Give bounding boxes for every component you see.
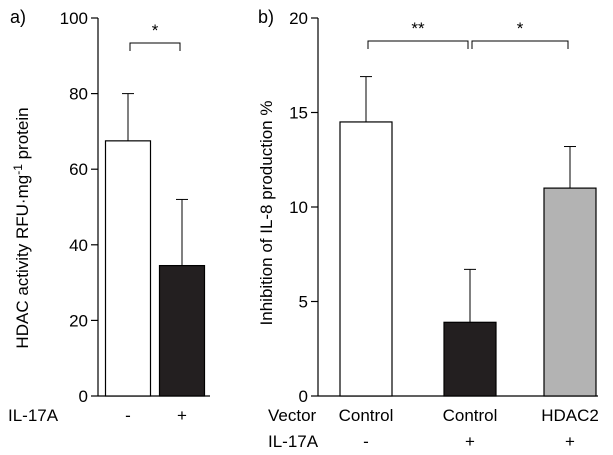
panel-a-y-tick-label: 100 [60, 9, 88, 28]
panel-a-y-tick-label: 40 [69, 236, 88, 255]
panel-b-significance-bracket [367, 40, 469, 49]
panel-b-significance-bracket [471, 40, 569, 49]
panel-b-chart: b) Inhibition of IL-8 production % 0 5 10 1… [257, 7, 599, 451]
panel-a-y-title-main: HDAC activity RFU·mg [13, 175, 32, 349]
panel-a-y-tick-label: 0 [79, 387, 88, 406]
panel-a-category-label: + [177, 406, 187, 425]
panel-a-significance-bracket [129, 42, 181, 51]
panel-b-category-label: + [565, 432, 575, 451]
panel-a-bar [158, 264, 206, 397]
panel-b-category-label: + [465, 432, 475, 451]
panel-b-label: b) [258, 7, 274, 27]
panel-b-row-label: Vector [268, 406, 317, 425]
panel-a-y-tick-label: 20 [69, 311, 88, 330]
panel-a-y-axis-title: HDAC activity RFU·mg-1 protein [11, 107, 32, 348]
panel-b-row-label: IL-17A [268, 432, 319, 451]
panel-b-y-tick-label: 5 [299, 293, 308, 312]
panel-b-category-label: Control [443, 406, 498, 425]
panel-b-y-tick-label: 15 [289, 104, 308, 123]
panel-b-y-tick-label: 20 [289, 9, 308, 28]
panel-b-bar [543, 187, 597, 397]
panel-a-y-title-superscript: -1 [11, 164, 25, 175]
panel-b-significance-label: * [517, 19, 524, 38]
panel-a-chart: a) HDAC activity RFU·mg-1 protein 0 20 40 6… [8, 7, 210, 425]
panel-b-bar [339, 121, 393, 397]
panel-b-category-label: - [363, 432, 369, 451]
panel-a-y-tick-label: 80 [69, 85, 88, 104]
panel-b-y-tick-label: 10 [289, 198, 308, 217]
panel-a-y-title-tail: protein [13, 107, 32, 164]
panel-a-category-label: - [125, 406, 131, 425]
panel-b-bar [443, 321, 497, 397]
panel-a-row-label: IL-17A [8, 406, 59, 425]
panel-b-category-label: HDAC2 [541, 406, 599, 425]
panel-b-significance-label: ** [411, 19, 425, 38]
panel-a-label: a) [10, 7, 26, 27]
panel-a-bar [104, 140, 152, 397]
panel-b-y-axis-title: Inhibition of IL-8 production % [257, 101, 276, 326]
panel-b-category-label: Control [339, 406, 394, 425]
panel-a-y-tick-label: 60 [69, 160, 88, 179]
panel-a-significance-label: * [152, 21, 159, 40]
panel-b-y-tick-label: 0 [299, 387, 308, 406]
